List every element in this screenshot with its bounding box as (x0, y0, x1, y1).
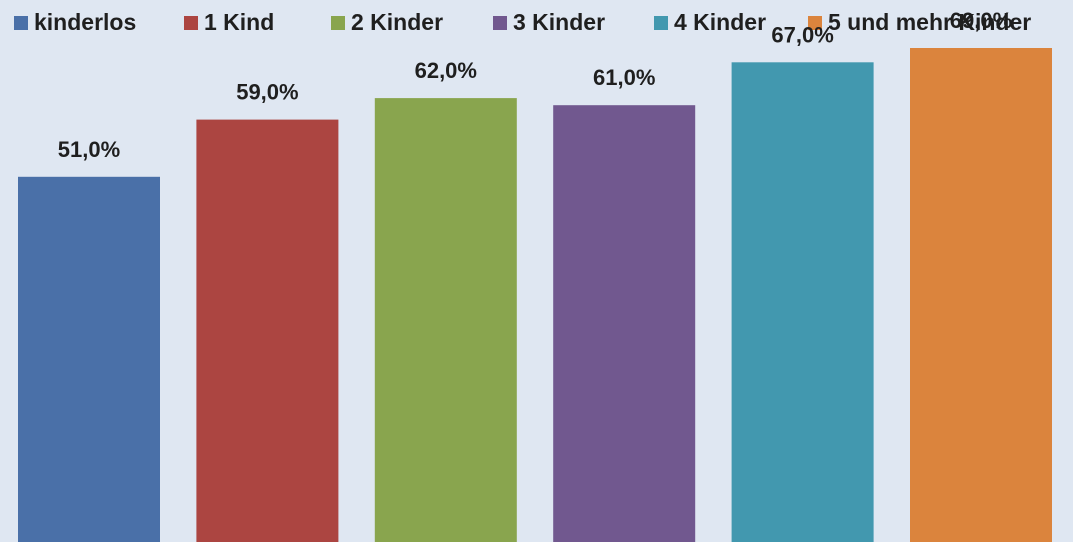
legend-label: 4 Kinder (674, 9, 766, 35)
bar (731, 62, 874, 542)
legend-swatch (14, 16, 28, 30)
bar (196, 119, 339, 542)
bar (910, 48, 1052, 542)
data-labels: 51,0% 59,0% 62,0% 61,0% 67,0% 69,0% (58, 8, 1012, 162)
bar (18, 176, 160, 542)
bar (374, 98, 517, 542)
legend-label: 2 Kinder (351, 9, 443, 35)
bars (18, 48, 1052, 542)
data-label: 67,0% (771, 22, 833, 47)
data-label: 61,0% (593, 65, 655, 90)
data-label: 69,0% (950, 8, 1012, 33)
legend-swatch (654, 16, 668, 30)
legend-label: 5 und mehr Kinder (828, 9, 1031, 35)
data-label: 51,0% (58, 137, 120, 162)
data-label: 62,0% (415, 58, 477, 83)
legend-swatch (808, 16, 822, 30)
legend: kinderlos 1 Kind 2 Kinder 3 Kinder 4 Kinder 5… (14, 9, 1031, 35)
bar (553, 105, 696, 542)
legend-label: 1 Kind (204, 9, 274, 35)
legend-swatch (493, 16, 507, 30)
legend-label: kinderlos (34, 9, 136, 35)
legend-label: 3 Kinder (513, 9, 605, 35)
legend-swatch (184, 16, 198, 30)
data-label: 59,0% (236, 80, 298, 105)
legend-swatch (331, 16, 345, 30)
